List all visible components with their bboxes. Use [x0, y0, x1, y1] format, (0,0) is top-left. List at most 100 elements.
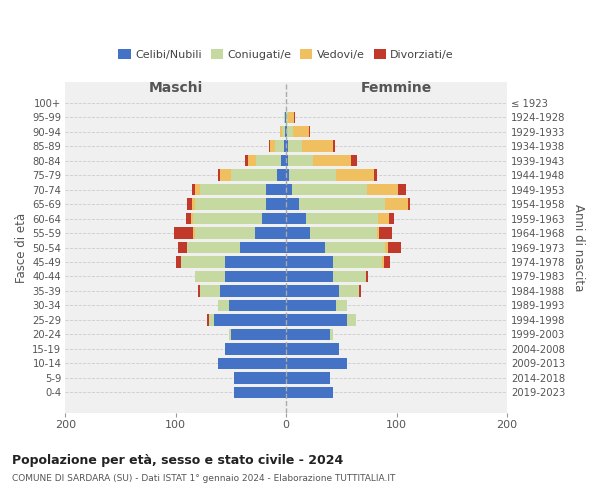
Bar [284, 112, 285, 123]
Bar [187, 242, 240, 253]
Bar [193, 184, 194, 195]
Bar [280, 126, 282, 138]
Bar [286, 286, 339, 296]
Bar [220, 170, 231, 181]
Bar [209, 314, 214, 326]
Bar [235, 386, 286, 398]
Bar [186, 213, 191, 224]
Bar [286, 112, 289, 123]
Bar [193, 213, 262, 224]
Bar [229, 329, 231, 340]
Bar [240, 242, 286, 253]
Bar [286, 344, 339, 354]
Bar [200, 286, 220, 296]
Bar [389, 213, 394, 224]
Bar [286, 140, 289, 152]
Bar [332, 140, 335, 152]
Bar [332, 256, 382, 268]
Bar [286, 155, 289, 166]
Text: Maschi: Maschi [149, 82, 203, 96]
Bar [289, 170, 336, 181]
Bar [286, 170, 289, 181]
Bar [178, 242, 187, 253]
Bar [255, 228, 286, 238]
Bar [286, 228, 310, 238]
Y-axis label: Fasce di età: Fasce di età [15, 212, 28, 282]
Bar [173, 228, 193, 238]
Bar [214, 314, 286, 326]
Bar [231, 170, 277, 181]
Bar [286, 198, 299, 209]
Bar [193, 198, 194, 209]
Bar [194, 228, 255, 238]
Bar [266, 198, 286, 209]
Bar [398, 184, 406, 195]
Bar [262, 213, 286, 224]
Bar [231, 329, 286, 340]
Bar [385, 256, 390, 268]
Bar [287, 126, 293, 138]
Bar [285, 112, 286, 123]
Text: Popolazione per età, sesso e stato civile - 2024: Popolazione per età, sesso e stato civil… [12, 454, 343, 467]
Bar [220, 286, 286, 296]
Bar [286, 126, 287, 138]
Bar [226, 271, 286, 282]
Bar [194, 271, 226, 282]
Bar [194, 198, 266, 209]
Bar [286, 184, 292, 195]
Bar [359, 286, 361, 296]
Bar [347, 314, 356, 326]
Bar [382, 256, 385, 268]
Bar [388, 242, 401, 253]
Bar [294, 112, 295, 123]
Bar [374, 170, 377, 181]
Bar [200, 184, 266, 195]
Bar [286, 242, 325, 253]
Bar [332, 271, 365, 282]
Bar [218, 358, 286, 369]
Bar [385, 242, 388, 253]
Bar [336, 300, 347, 311]
Bar [302, 140, 332, 152]
Bar [176, 256, 181, 268]
Legend: Celibi/Nubili, Coniugati/e, Vedovi/e, Divorziati/e: Celibi/Nubili, Coniugati/e, Vedovi/e, Di… [114, 44, 458, 64]
Bar [245, 155, 248, 166]
Bar [289, 140, 302, 152]
Bar [292, 184, 367, 195]
Text: COMUNE DI SARDARA (SU) - Dati ISTAT 1° gennaio 2024 - Elaborazione TUTTITALIA.IT: COMUNE DI SARDARA (SU) - Dati ISTAT 1° g… [12, 474, 395, 483]
Bar [198, 286, 200, 296]
Bar [275, 140, 284, 152]
Y-axis label: Anni di nascita: Anni di nascita [572, 204, 585, 291]
Bar [286, 213, 306, 224]
Bar [339, 286, 359, 296]
Bar [282, 126, 285, 138]
Bar [325, 242, 385, 253]
Bar [266, 184, 286, 195]
Text: Femmine: Femmine [361, 82, 432, 96]
Bar [310, 228, 377, 238]
Bar [306, 213, 378, 224]
Bar [336, 170, 374, 181]
Bar [331, 329, 332, 340]
Bar [286, 386, 332, 398]
Bar [235, 372, 286, 384]
Bar [299, 198, 385, 209]
Bar [193, 228, 194, 238]
Bar [187, 198, 193, 209]
Bar [377, 228, 379, 238]
Bar [286, 372, 331, 384]
Bar [277, 170, 286, 181]
Bar [284, 140, 286, 152]
Bar [289, 112, 294, 123]
Bar [285, 126, 286, 138]
Bar [293, 126, 310, 138]
Bar [226, 256, 286, 268]
Bar [226, 344, 286, 354]
Bar [313, 155, 351, 166]
Bar [207, 314, 209, 326]
Bar [194, 184, 200, 195]
Bar [218, 300, 229, 311]
Bar [229, 300, 286, 311]
Bar [256, 155, 281, 166]
Bar [191, 213, 193, 224]
